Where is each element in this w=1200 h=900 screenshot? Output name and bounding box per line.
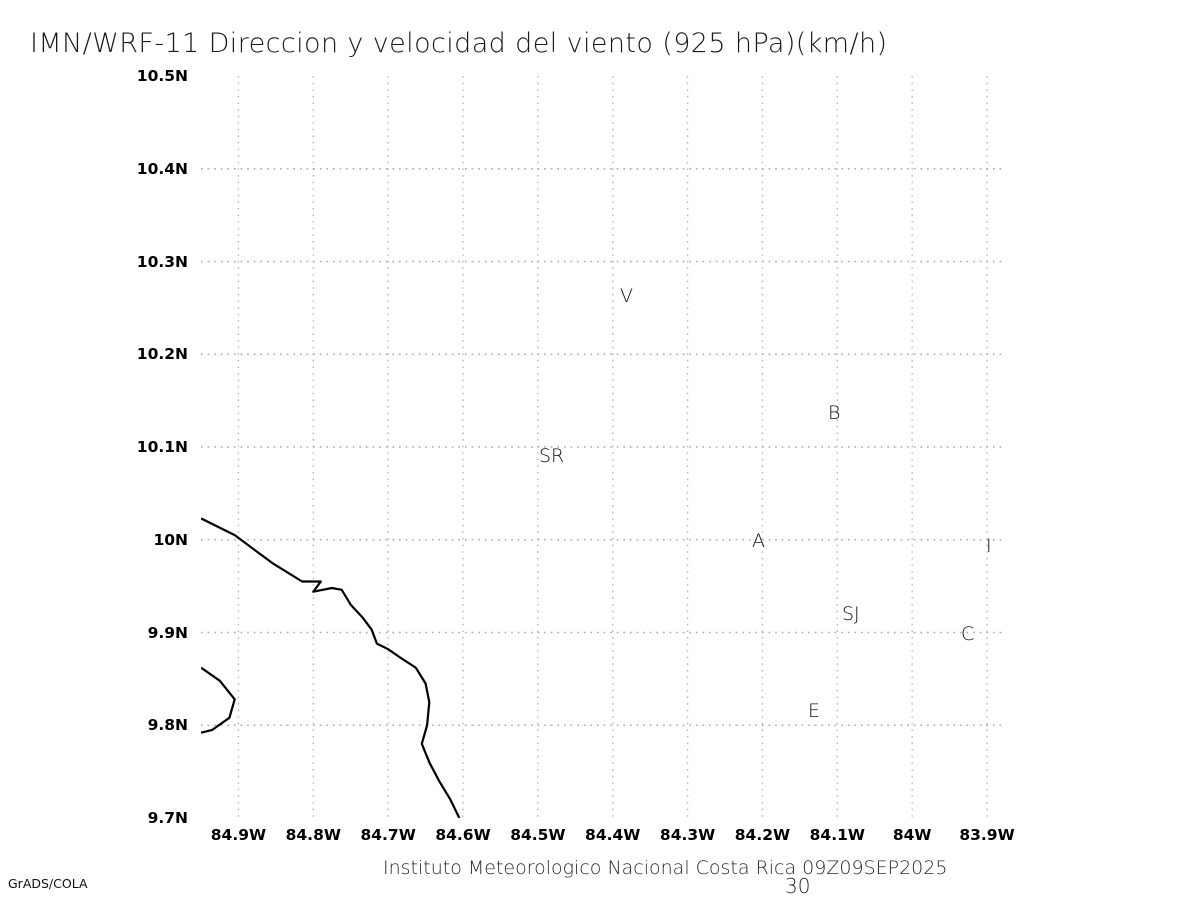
city-label-i: I (986, 535, 992, 557)
y-axis-tick-label: 10.1N (136, 438, 188, 456)
x-axis-tick-label: 84.6W (435, 826, 491, 844)
wind-field-plot (201, 76, 1002, 818)
y-axis-tick-label: 9.7N (147, 809, 188, 827)
y-axis-tick-label: 9.8N (147, 716, 188, 735)
city-label-v: V (620, 285, 633, 307)
city-label-sj: SJ (842, 603, 860, 625)
x-axis-tick-label: 84.1W (809, 826, 865, 844)
x-axis-tick-label: 84.2W (734, 826, 791, 844)
y-axis-tick-label: 10.2N (136, 345, 188, 364)
x-axis-tick-label: 84.9W (210, 826, 267, 844)
x-axis-tick-label: 84.7W (360, 826, 416, 844)
x-axis-tick-label: 84W (892, 826, 932, 844)
y-axis-tick-label: 10.3N (136, 252, 188, 271)
wind-vectors-svg (201, 76, 1002, 818)
page-title: IMN/WRF-11 Direccion y velocidad del vie… (30, 28, 888, 59)
colorbar-swatches (1078, 100, 1114, 800)
x-axis-tick-label: 84.8W (285, 826, 341, 844)
grads-credit: GrADS/COLA (8, 876, 88, 891)
city-label-sr: SR (539, 445, 565, 467)
colorbar (1078, 100, 1114, 804)
x-axis-tick-label: 83.9W (959, 826, 1015, 844)
reference-vector-label: 30 (785, 874, 811, 898)
x-axis-tick-label: 84.5W (510, 826, 566, 844)
footer-institute: Instituto Meteorologico Nacional Costa R… (383, 857, 948, 879)
city-label-a: A (752, 530, 765, 552)
city-label-e: E (808, 700, 821, 722)
y-axis-tick-label: 9.9N (147, 623, 188, 642)
city-label-b: B (828, 402, 841, 424)
y-axis-tick-label: 10N (153, 530, 188, 549)
y-axis-tick-label: 10.4N (136, 159, 188, 178)
city-label-c: C (961, 623, 975, 645)
x-axis-tick-label: 84.3W (659, 826, 716, 844)
x-axis-tick-label: 84.4W (585, 826, 641, 844)
y-axis-tick-label: 10.5N (136, 67, 188, 85)
